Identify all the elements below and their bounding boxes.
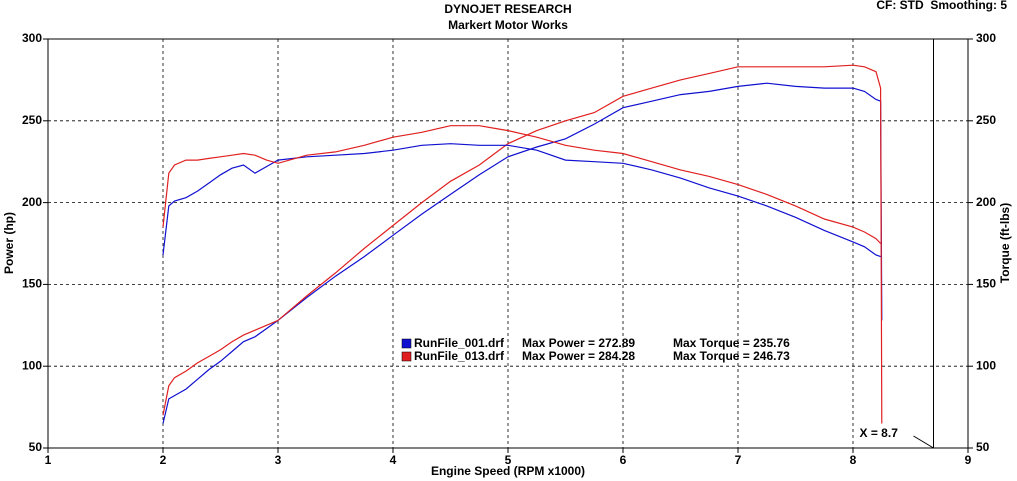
legend-name: RunFile_013.drf [414,349,505,363]
legend-torque: Max Torque = 246.73 [673,349,790,363]
y-axis-label: Power (hp) [2,212,16,274]
torque-line [162,125,882,244]
x-tick-label: 8 [850,453,857,467]
x-tick-label: 4 [390,453,397,467]
y2-tick-label: 50 [976,440,990,454]
y-tick-label: 300 [22,31,42,45]
power-line [162,64,883,424]
x-tick-label: 1 [45,453,52,467]
x-tick-label: 5 [505,453,512,467]
plot-border [47,38,969,449]
x-tick-label: 3 [275,453,282,467]
y2-tick-label: 300 [976,31,996,45]
chart-title: DYNOJET RESEARCH [444,2,571,16]
cursor-label: X = 8.7 [860,426,899,440]
y2-tick-label: 150 [976,277,996,291]
legend-power: Max Power = 272.89 [522,336,635,350]
torque-line [162,143,881,258]
legend-power: Max Power = 284.28 [522,349,635,363]
x-tick-label: 6 [620,453,627,467]
y2-tick-label: 250 [976,113,996,127]
settings-text: CF: STD Smoothing: 5 [876,0,1007,12]
cursor-pointer [913,435,934,449]
x-axis-label: Engine Speed (RPM x1000) [431,464,585,478]
legend-name: RunFile_001.drf [414,336,505,350]
legend-swatch [401,351,412,362]
y-tick-label: 250 [22,113,42,127]
legend-torque: Max Torque = 235.76 [673,336,790,350]
y2-tick-label: 200 [976,195,996,209]
chart-subtitle: Markert Motor Works [448,18,568,32]
y2-axis-label: Torque (ft-lbs) [998,203,1012,283]
y-tick-label: 50 [29,440,43,454]
x-tick-label: 9 [965,453,972,467]
y2-tick-label: 100 [976,358,996,372]
y-tick-label: 150 [22,277,42,291]
power-line [162,82,883,424]
x-tick-label: 2 [160,453,167,467]
y-tick-label: 200 [22,195,42,209]
y-tick-label: 100 [22,358,42,372]
legend-swatch [401,338,412,349]
x-tick-label: 7 [735,453,742,467]
